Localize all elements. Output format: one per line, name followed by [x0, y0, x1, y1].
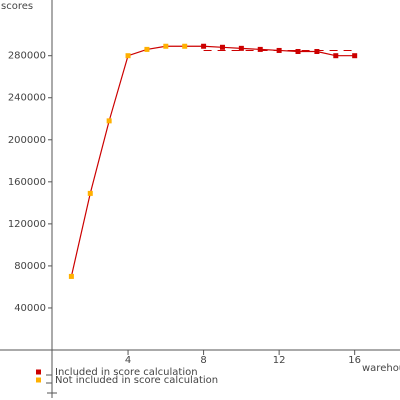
- score-line: [70, 45, 355, 277]
- y-tick-label: 120000: [8, 219, 46, 230]
- point: [163, 43, 169, 49]
- point: [106, 118, 112, 124]
- x-tick-label: 16: [348, 355, 361, 366]
- point: [182, 43, 188, 49]
- point: [314, 49, 320, 55]
- legend-label: Included in score calculation: [55, 367, 198, 378]
- point: [238, 45, 244, 51]
- legend-swatch: [36, 369, 41, 375]
- point: [219, 44, 225, 50]
- legend-label: Not included in score calculation: [55, 375, 218, 386]
- x-tick-label: 12: [273, 355, 286, 366]
- y-tick-label: 80000: [14, 261, 46, 272]
- y-tick-label: 280000: [8, 51, 46, 62]
- x-tick-label: 4: [125, 355, 131, 366]
- x-tick-label: 8: [200, 355, 206, 366]
- y-tick-label: 160000: [8, 177, 46, 188]
- point: [68, 273, 74, 279]
- y-tick-label: 240000: [8, 93, 46, 104]
- y-tick-label: 40000: [14, 303, 46, 314]
- point: [257, 46, 263, 52]
- point: [125, 53, 131, 59]
- y-tick-label: 200000: [8, 135, 46, 146]
- legend-swatch: [36, 377, 41, 383]
- point: [333, 53, 339, 59]
- point: [352, 53, 358, 59]
- point: [87, 190, 93, 196]
- point: [276, 47, 282, 53]
- point: [295, 49, 301, 55]
- point: [201, 43, 207, 49]
- y-axis-label: scores: [1, 1, 33, 12]
- x-axis-label: warehouses: [362, 363, 400, 374]
- point: [144, 46, 150, 52]
